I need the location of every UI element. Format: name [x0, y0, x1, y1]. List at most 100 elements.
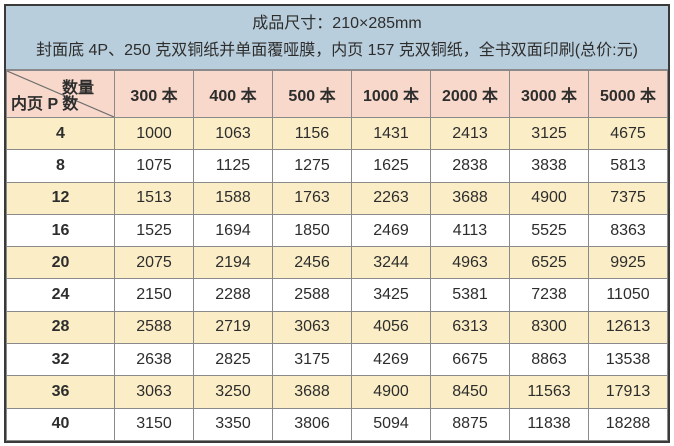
- price-cell: 2588: [114, 310, 194, 345]
- title-product-size: 成品尺寸：210×285mm: [252, 15, 422, 32]
- table-row: 12 1513 1588 1763 2263 3688 4900 7375: [6, 181, 668, 215]
- price-cell: 11563: [509, 375, 589, 409]
- price-cell: 4113: [430, 213, 510, 248]
- price-cell: 3125: [509, 116, 589, 151]
- corner-label-pages: 内页 P 数: [11, 96, 79, 113]
- price-cell: 12613: [588, 310, 668, 345]
- price-cell: 4269: [351, 343, 431, 377]
- table-row: 32 2638 2825 3175 4269 6675 8863 13538: [6, 343, 668, 377]
- table-row: 40 3150 3350 3806 5094 8875 11838 18288: [6, 407, 668, 442]
- price-cell: 3425: [351, 278, 431, 312]
- column-header-quantity: 3000 本: [509, 70, 589, 118]
- column-header-quantity: 300 本: [114, 70, 194, 118]
- price-cell: 3688: [272, 375, 352, 409]
- price-cell: 1075: [114, 149, 194, 183]
- price-table-frame: 成品尺寸：210×285mm 封面底 4P、250 克双铜纸并单面覆哑膜，内页 …: [4, 4, 670, 443]
- column-header-quantity: 5000 本: [588, 70, 668, 118]
- row-header-pages: 12: [6, 181, 115, 215]
- row-header-pages: 4: [6, 116, 115, 151]
- price-table: 数量 内页 P 数 300 本 400 本 500 本 1000 本 2000 本 300…: [6, 70, 668, 442]
- price-cell: 1513: [114, 181, 194, 215]
- price-cell: 8363: [588, 213, 668, 248]
- price-cell: 1000: [114, 116, 194, 151]
- price-cell: 2719: [193, 310, 273, 345]
- row-header-pages: 24: [6, 278, 115, 312]
- price-cell: 4963: [430, 246, 510, 280]
- price-cell: 6525: [509, 246, 589, 280]
- price-cell: 7238: [509, 278, 589, 312]
- price-cell: 2413: [430, 116, 510, 151]
- price-cell: 1850: [272, 213, 352, 248]
- price-cell: 17913: [588, 375, 668, 409]
- row-header-pages: 32: [6, 343, 115, 377]
- price-cell: 1525: [114, 213, 194, 248]
- title-paper-spec: 封面底 4P、250 克双铜纸并单面覆哑膜，内页 157 克双铜纸，全书双面印刷…: [36, 42, 638, 59]
- table-row: 24 2150 2288 2588 3425 5381 7238 11050: [6, 278, 668, 312]
- price-cell: 8863: [509, 343, 589, 377]
- row-header-pages: 20: [6, 246, 115, 280]
- price-cell: 18288: [588, 407, 668, 442]
- table-row: 36 3063 3250 3688 4900 8450 11563 17913: [6, 375, 668, 409]
- table-row: 20 2075 2194 2456 3244 4963 6525 9925: [6, 246, 668, 280]
- price-cell: 1275: [272, 149, 352, 183]
- price-cell: 11050: [588, 278, 668, 312]
- price-cell: 13538: [588, 343, 668, 377]
- price-cell: 2288: [193, 278, 273, 312]
- row-header-pages: 8: [6, 149, 115, 183]
- price-cell: 8875: [430, 407, 510, 442]
- price-cell: 4675: [588, 116, 668, 151]
- price-cell: 9925: [588, 246, 668, 280]
- price-cell: 2075: [114, 246, 194, 280]
- column-header-quantity: 1000 本: [351, 70, 431, 118]
- price-cell: 1694: [193, 213, 273, 248]
- price-cell: 3838: [509, 149, 589, 183]
- price-cell: 4900: [351, 375, 431, 409]
- price-cell: 2638: [114, 343, 194, 377]
- price-cell: 1763: [272, 181, 352, 215]
- price-cell: 1625: [351, 149, 431, 183]
- price-cell: 5094: [351, 407, 431, 442]
- price-cell: 4056: [351, 310, 431, 345]
- price-cell: 3063: [114, 375, 194, 409]
- row-header-pages: 36: [6, 375, 115, 409]
- price-cell: 6313: [430, 310, 510, 345]
- price-cell: 3250: [193, 375, 273, 409]
- price-cell: 1125: [193, 149, 273, 183]
- price-cell: 1156: [272, 116, 352, 151]
- table-row: 4 1000 1063 1156 1431 2413 3125 4675: [6, 116, 668, 151]
- corner-cell: 数量 内页 P 数: [6, 70, 115, 118]
- price-cell: 3688: [430, 181, 510, 215]
- price-cell: 5381: [430, 278, 510, 312]
- price-cell: 2150: [114, 278, 194, 312]
- price-cell: 2825: [193, 343, 273, 377]
- price-cell: 5813: [588, 149, 668, 183]
- price-cell: 4900: [509, 181, 589, 215]
- price-cell: 2469: [351, 213, 431, 248]
- table-title-band: 成品尺寸：210×285mm 封面底 4P、250 克双铜纸并单面覆哑膜，内页 …: [6, 6, 668, 70]
- price-cell: 3806: [272, 407, 352, 442]
- table-row: 8 1075 1125 1275 1625 2838 3838 5813: [6, 149, 668, 183]
- corner-label-quantity: 数量: [61, 80, 94, 97]
- price-cell: 6675: [430, 343, 510, 377]
- row-header-pages: 28: [6, 310, 115, 345]
- table-row: 16 1525 1694 1850 2469 4113 5525 8363: [6, 213, 668, 248]
- price-cell: 2456: [272, 246, 352, 280]
- header-row: 数量 内页 P 数 300 本 400 本 500 本 1000 本 2000 本 300…: [6, 70, 668, 118]
- price-cell: 2838: [430, 149, 510, 183]
- price-cell: 3175: [272, 343, 352, 377]
- price-cell: 11838: [509, 407, 589, 442]
- row-header-pages: 40: [6, 407, 115, 442]
- column-header-quantity: 500 本: [272, 70, 352, 118]
- column-header-quantity: 2000 本: [430, 70, 510, 118]
- table-row: 28 2588 2719 3063 4056 6313 8300 12613: [6, 310, 668, 345]
- price-cell: 8300: [509, 310, 589, 345]
- price-cell: 1431: [351, 116, 431, 151]
- price-cell: 3150: [114, 407, 194, 442]
- price-cell: 2263: [351, 181, 431, 215]
- price-cell: 7375: [588, 181, 668, 215]
- diagonal-divider-line: [7, 71, 114, 117]
- price-cell: 2194: [193, 246, 273, 280]
- price-cell: 3244: [351, 246, 431, 280]
- price-cell: 8450: [430, 375, 510, 409]
- price-cell: 3063: [272, 310, 352, 345]
